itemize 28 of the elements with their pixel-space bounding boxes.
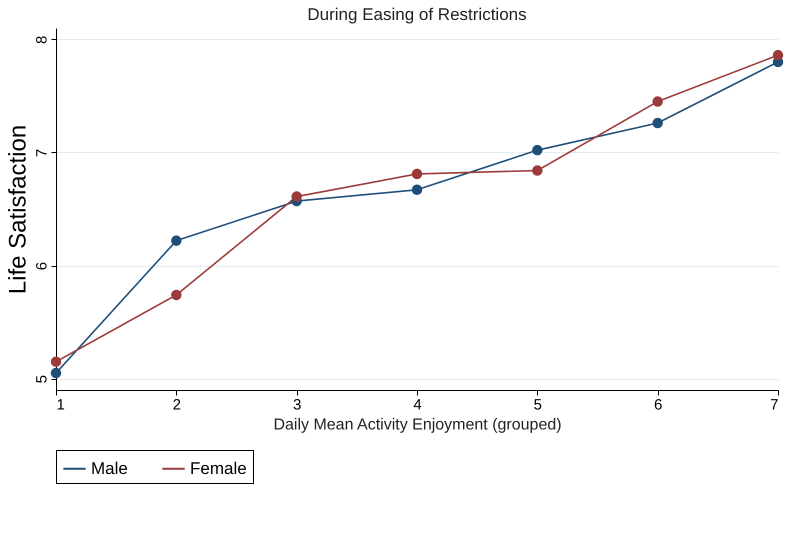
point [50,356,62,367]
x-tick-label: 6 [654,396,662,414]
x-tick-label: 1 [56,396,65,414]
y-tick-label: 7 [34,148,50,158]
point [412,184,422,195]
x-tick-label: 7 [770,396,778,414]
chart-title: During Easing of Restrictions [307,5,527,24]
x-tick-label: 2 [172,396,182,414]
point [532,165,543,176]
y-axis-title: Life Satisfaction [4,124,32,294]
legend-label: Female [190,458,247,478]
point [171,290,182,300]
point [50,368,62,378]
x-tick-label: 5 [534,396,542,414]
point [652,96,663,107]
y-tick-label: 6 [34,262,50,270]
y-tick-label: 5 [34,375,50,384]
legend-label: Male [91,458,128,478]
point [412,168,422,180]
x-axis-title: Daily Mean Activity Enjoyment (grouped) [273,416,562,434]
y-tick-label: 8 [34,36,50,44]
point [171,235,182,246]
point [652,118,663,128]
point [772,50,784,60]
x-tick-label: 4 [413,396,422,414]
point [291,191,302,202]
x-tick-label: 3 [292,396,302,414]
point [532,144,543,156]
